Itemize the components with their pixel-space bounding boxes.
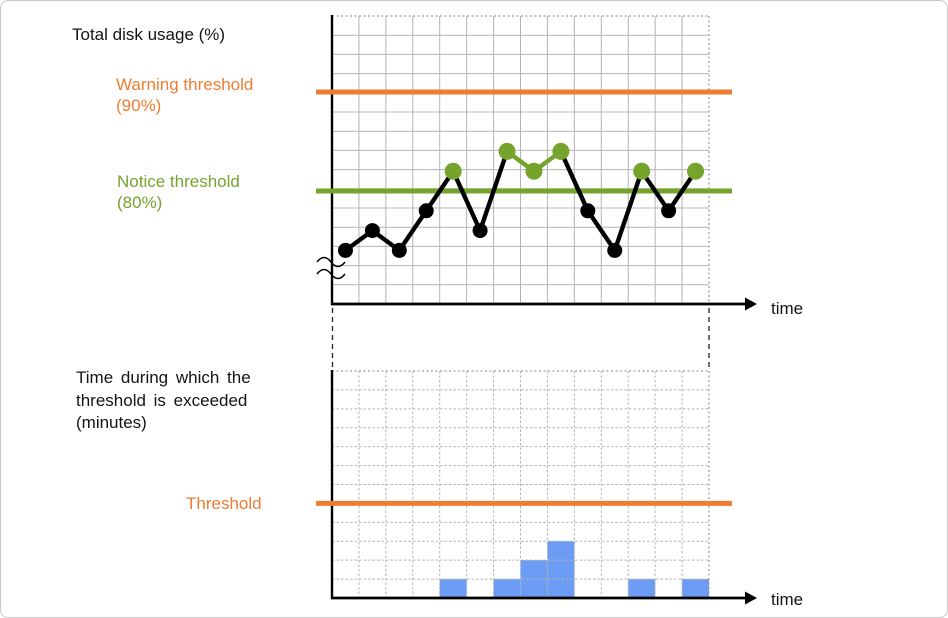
notice-threshold-value: (80%) <box>117 193 163 212</box>
duration-bars <box>439 541 709 598</box>
duration-bar <box>682 579 709 598</box>
data-point-exceeding <box>552 142 570 160</box>
top-chart-time-axis-label: time <box>771 299 804 318</box>
disk-usage-line-chart <box>316 15 757 311</box>
data-point-exceeding <box>498 142 516 160</box>
data-point-exceeding <box>633 162 651 180</box>
data-point <box>391 242 407 258</box>
bottom-chart-ylabel-line3: (minutes) <box>76 413 147 432</box>
bottom-chart-ylabel-line2: threshold is exceeded <box>76 390 248 410</box>
bottom-chart-ylabel: Time during which the threshold is excee… <box>76 367 251 435</box>
top-chart-title: Total disk usage (%) <box>72 25 226 44</box>
data-point <box>472 223 488 239</box>
notice-threshold-label-line1: Notice threshold <box>117 172 240 191</box>
data-point <box>607 242 623 258</box>
bottom-chart-ylabel-line1: Time during which the <box>76 368 251 387</box>
warning-threshold-value: (90%) <box>116 96 162 115</box>
data-point <box>418 203 434 219</box>
data-point-exceeding <box>444 162 462 180</box>
data-point-exceeding <box>525 162 543 180</box>
duration-bar <box>628 579 656 598</box>
duration-bar <box>493 579 521 598</box>
bottom-threshold-label: Threshold <box>186 494 262 513</box>
data-point <box>364 223 380 239</box>
data-point <box>661 203 677 219</box>
warning-threshold-label: Warning threshold (90%) <box>116 74 253 116</box>
bottom-chart-time-axis-label: time <box>771 590 804 609</box>
exceed-duration-bar-chart <box>316 370 757 605</box>
duration-bar <box>439 579 467 598</box>
y-axis-break-symbol <box>316 256 346 280</box>
usage-data-points <box>337 142 705 258</box>
notice-threshold-label: Notice threshold (80%) <box>117 171 240 213</box>
chart-connector-lines <box>331 308 710 368</box>
duration-bar <box>547 541 575 598</box>
data-point <box>580 203 596 219</box>
data-point <box>337 242 353 258</box>
duration-bar <box>520 560 548 598</box>
warning-threshold-label-line1: Warning threshold <box>116 75 254 94</box>
data-point-exceeding <box>687 162 705 180</box>
